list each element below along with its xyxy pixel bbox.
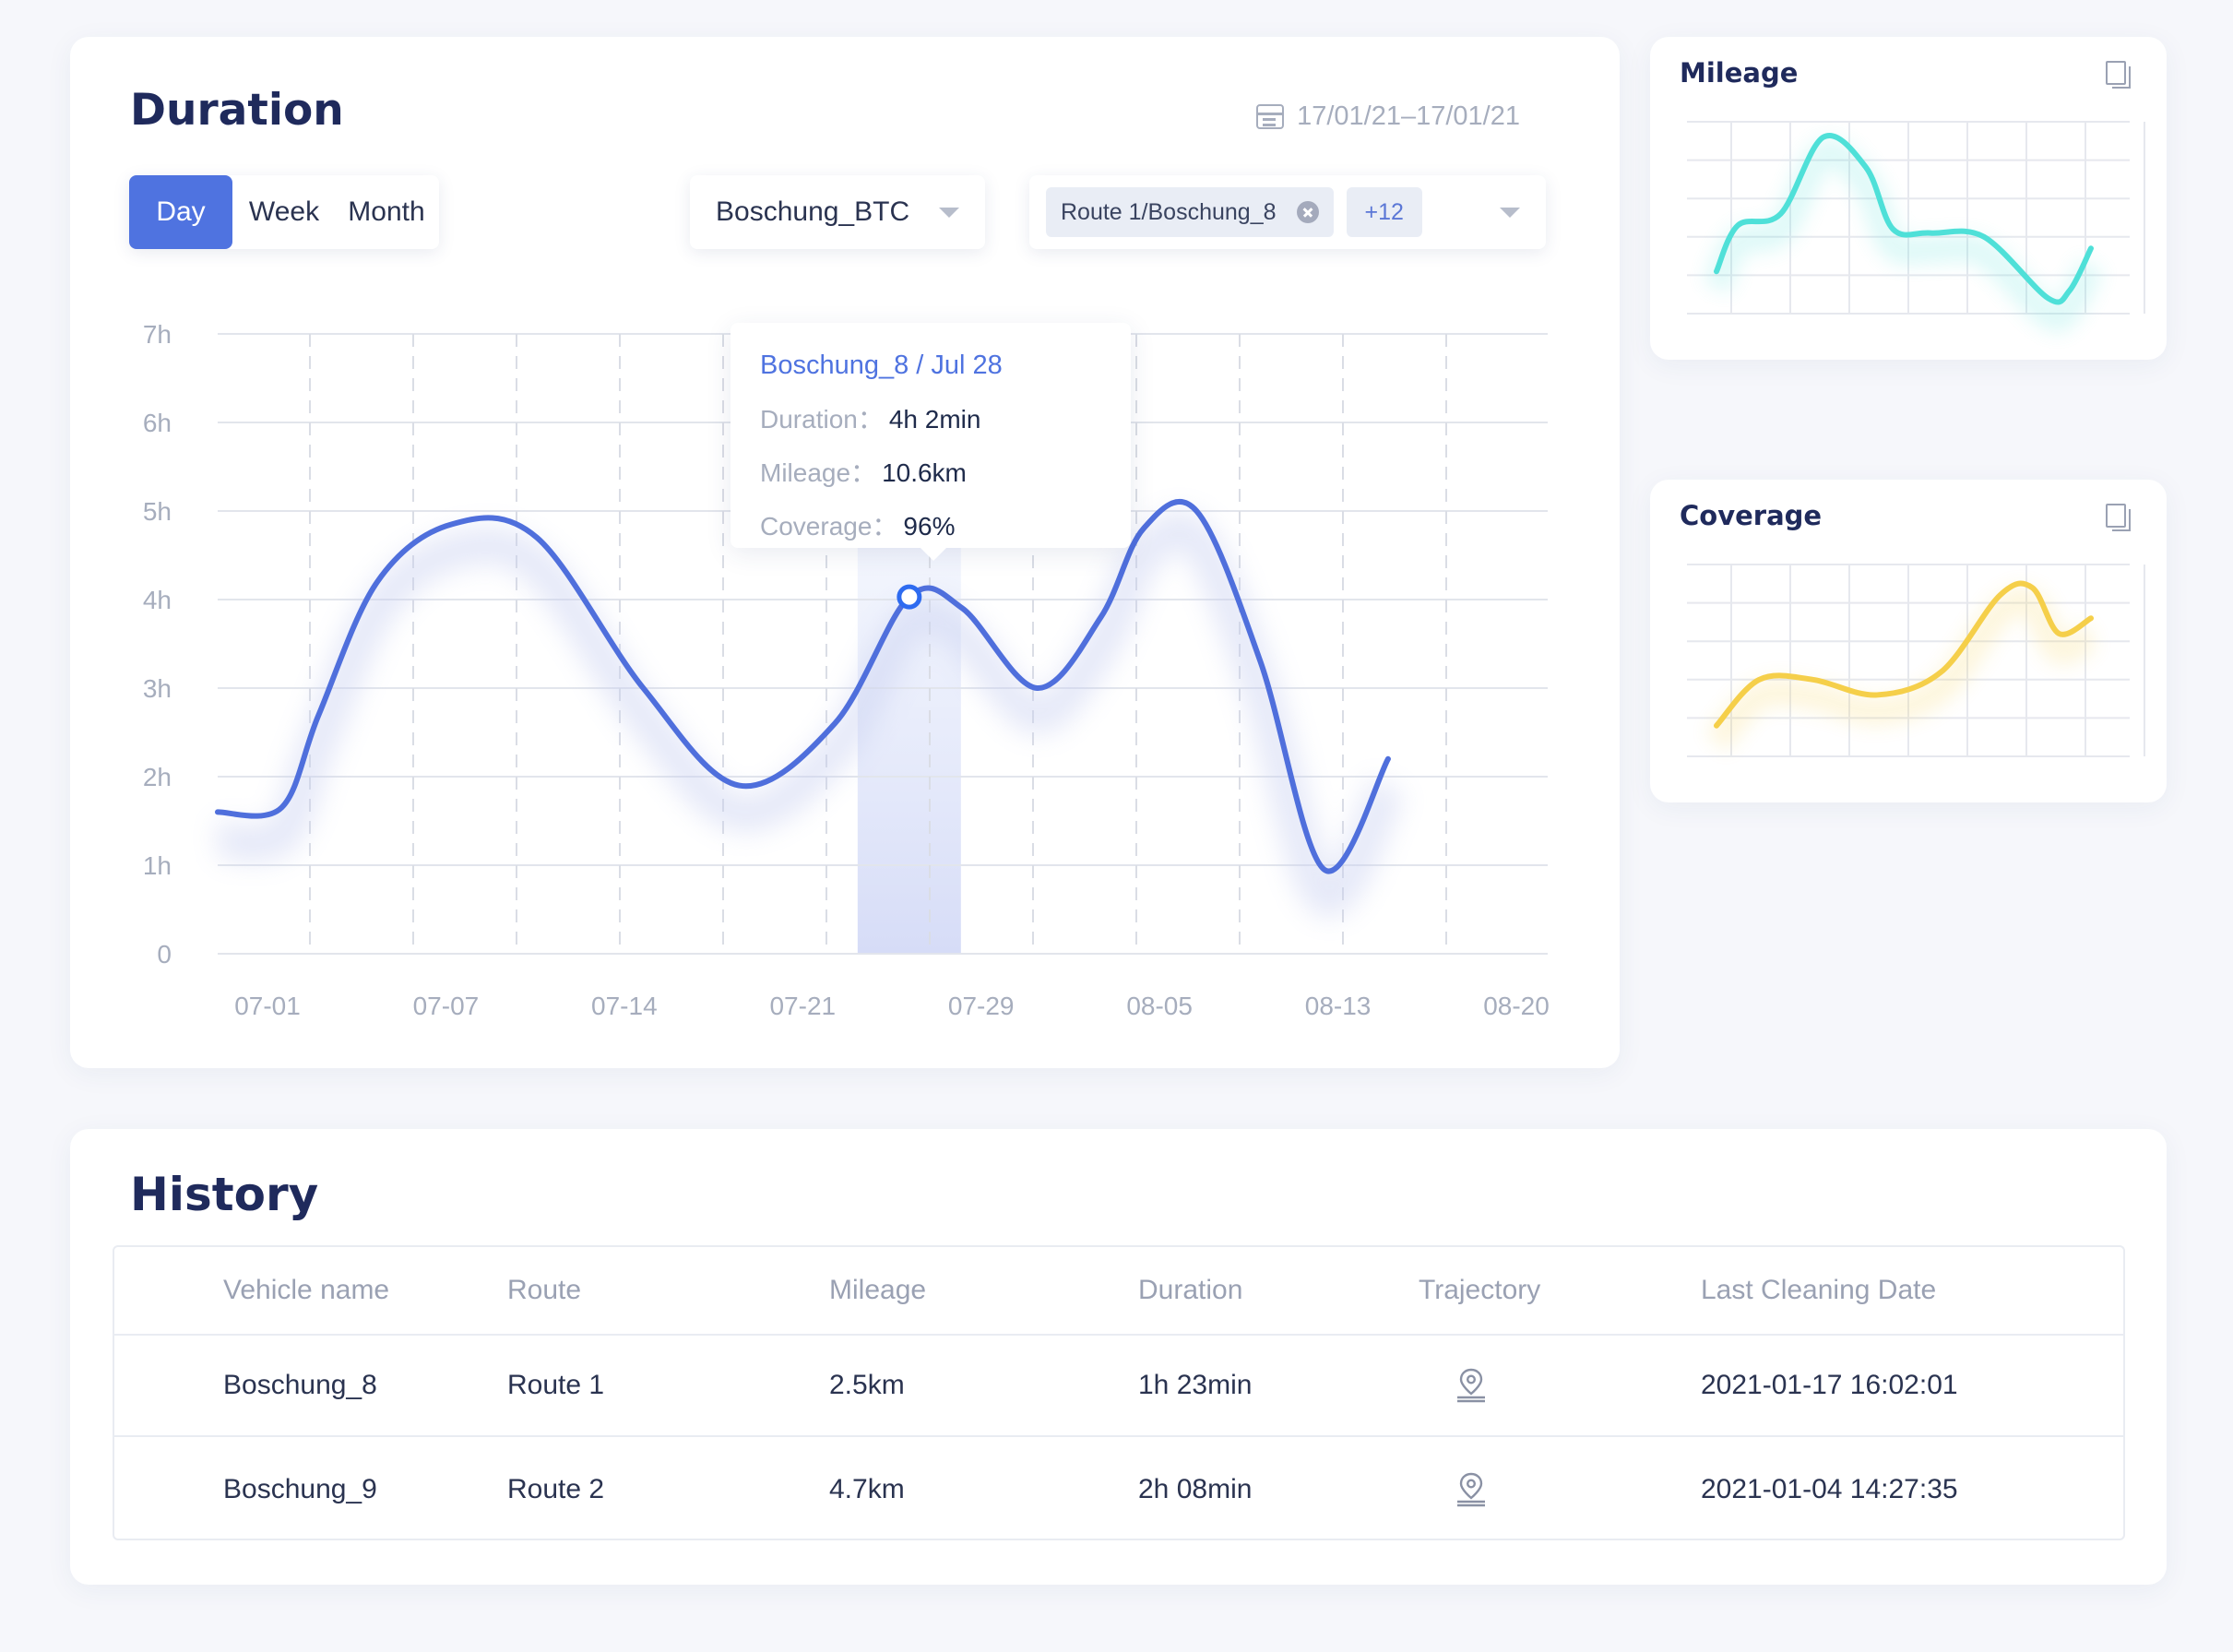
- location-pin-icon[interactable]: [1452, 1470, 1491, 1509]
- x-tick-label: 07-07: [413, 992, 480, 1020]
- mileage-title: Mileage: [1680, 57, 1799, 89]
- sparkline-series-line: [1714, 580, 2094, 729]
- y-tick-label: 3h: [143, 674, 172, 703]
- date-range-picker[interactable]: 17/01/21–17/01/21: [1256, 101, 1520, 132]
- vehicle-select[interactable]: Boschung_BTC: [690, 175, 985, 249]
- period-toggle: Day Week Month: [129, 175, 439, 249]
- coverage-sparkline: [1687, 564, 2145, 757]
- table-header-row: Vehicle name Route Mileage Duration Traj…: [114, 1247, 2123, 1336]
- period-month-button[interactable]: Month: [348, 196, 425, 227]
- column-header: Last Cleaning Date: [1701, 1275, 1937, 1305]
- x-tick-label: 07-14: [591, 992, 658, 1020]
- history-table: Vehicle name Route Mileage Duration Traj…: [113, 1245, 2125, 1540]
- line-shadow: [1704, 138, 2104, 333]
- column-header: Duration: [1138, 1275, 1243, 1305]
- history-title: History: [130, 1168, 319, 1221]
- vehicle-select-value: Boschung_BTC: [716, 196, 910, 227]
- column-header: Route: [507, 1275, 582, 1305]
- y-tick-label: 5h: [143, 497, 172, 526]
- duration-title: Duration: [130, 85, 344, 136]
- y-tick-label: 6h: [143, 409, 172, 437]
- period-day-button[interactable]: Day: [129, 175, 232, 249]
- sparkline-series-line: [1714, 133, 2094, 305]
- line-shadow: [216, 511, 1405, 918]
- x-tick-label: 07-21: [769, 992, 836, 1020]
- tooltip-row: Duration： 4h 2min: [760, 399, 1101, 436]
- vehicle-name-cell: Boschung_8: [223, 1370, 377, 1400]
- duration-card: Duration 17/01/21–17/01/21 Day Week Mont…: [70, 37, 1620, 1068]
- route-cell: Route 2: [507, 1474, 605, 1504]
- y-tick-label: 2h: [143, 763, 172, 791]
- column-header: Mileage: [829, 1275, 927, 1305]
- tooltip-value: 10.6km: [882, 458, 967, 487]
- close-icon[interactable]: [1296, 201, 1319, 223]
- coverage-card: Coverage: [1650, 480, 2167, 802]
- column-header: Vehicle name: [223, 1275, 390, 1305]
- location-pin-icon[interactable]: [1452, 1366, 1491, 1405]
- last-cleaning-date-cell: 2021-01-17 16:02:01: [1701, 1370, 1958, 1400]
- route-tag-label: Route 1/Boschung_8: [1061, 198, 1277, 225]
- tooltip-key: Duration：: [760, 405, 884, 434]
- duration-cell: 1h 23min: [1138, 1370, 1253, 1400]
- date-range-text: 17/01/21–17/01/21: [1297, 101, 1520, 131]
- history-card: History Vehicle name Route Mileage Durat…: [70, 1129, 2167, 1585]
- duration-cell: 2h 08min: [1138, 1474, 1253, 1504]
- line-shadow: [1705, 586, 2099, 752]
- x-tick-label: 07-01: [234, 992, 301, 1020]
- period-week-button[interactable]: Week: [248, 196, 320, 227]
- tooltip-key: Coverage：: [760, 512, 898, 541]
- chart-tooltip: Boschung_8 / Jul 28 Duration： 4h 2min Mil…: [730, 323, 1131, 561]
- mileage-cell: 2.5km: [829, 1370, 905, 1400]
- x-tick-label: 07-29: [948, 992, 1015, 1020]
- vehicle-name-cell: Boschung_9: [223, 1474, 377, 1504]
- column-header: Trajectory: [1419, 1275, 1541, 1305]
- duration-series-line: [215, 498, 1391, 874]
- mileage-sparkline: [1687, 121, 2145, 333]
- route-tag: Route 1/Boschung_8: [1046, 187, 1334, 237]
- x-tick-label: 08-20: [1483, 992, 1550, 1020]
- x-tick-label: 08-13: [1305, 992, 1372, 1020]
- tooltip-key: Mileage：: [760, 458, 877, 487]
- tooltip-row: Mileage： 10.6km: [760, 453, 1101, 490]
- coverage-title: Coverage: [1680, 500, 1823, 531]
- chevron-down-icon: [939, 208, 959, 218]
- duration-line-chart: 0 1h 2h 3h 4h 5h 6h 7h 07-01 07-07 07-14 07-21 07-29…: [143, 320, 1550, 1020]
- route-more-tag[interactable]: +12: [1346, 187, 1422, 237]
- copy-icon[interactable]: [2106, 504, 2131, 531]
- tooltip-title: Boschung_8 / Jul 28: [760, 351, 1003, 380]
- copy-icon[interactable]: [2106, 61, 2131, 89]
- route-cell: Route 1: [507, 1370, 605, 1400]
- table-row[interactable]: Boschung_8 Route 1 2.5km 1h 23min 2021-0…: [114, 1336, 2123, 1437]
- route-multiselect[interactable]: Route 1/Boschung_8 +12: [1029, 175, 1546, 249]
- y-tick-label: 7h: [143, 320, 172, 349]
- calendar-icon: [1256, 104, 1285, 129]
- x-tick-label: 08-05: [1126, 992, 1193, 1020]
- y-tick-label: 4h: [143, 586, 172, 614]
- tooltip-value: 4h 2min: [888, 405, 981, 434]
- tooltip-row: Coverage： 96%: [760, 506, 1101, 543]
- chevron-down-icon: [1500, 208, 1520, 218]
- mileage-card: Mileage: [1650, 37, 2167, 360]
- last-cleaning-date-cell: 2021-01-04 14:27:35: [1701, 1474, 1958, 1504]
- y-tick-label: 1h: [143, 851, 172, 880]
- y-tick-label: 0: [157, 940, 172, 969]
- table-row[interactable]: Boschung_9 Route 2 4.7km 2h 08min 2021-0…: [114, 1439, 2123, 1540]
- tooltip-value: 96%: [903, 512, 956, 541]
- mileage-cell: 4.7km: [829, 1474, 905, 1504]
- highlight-point: [897, 584, 922, 610]
